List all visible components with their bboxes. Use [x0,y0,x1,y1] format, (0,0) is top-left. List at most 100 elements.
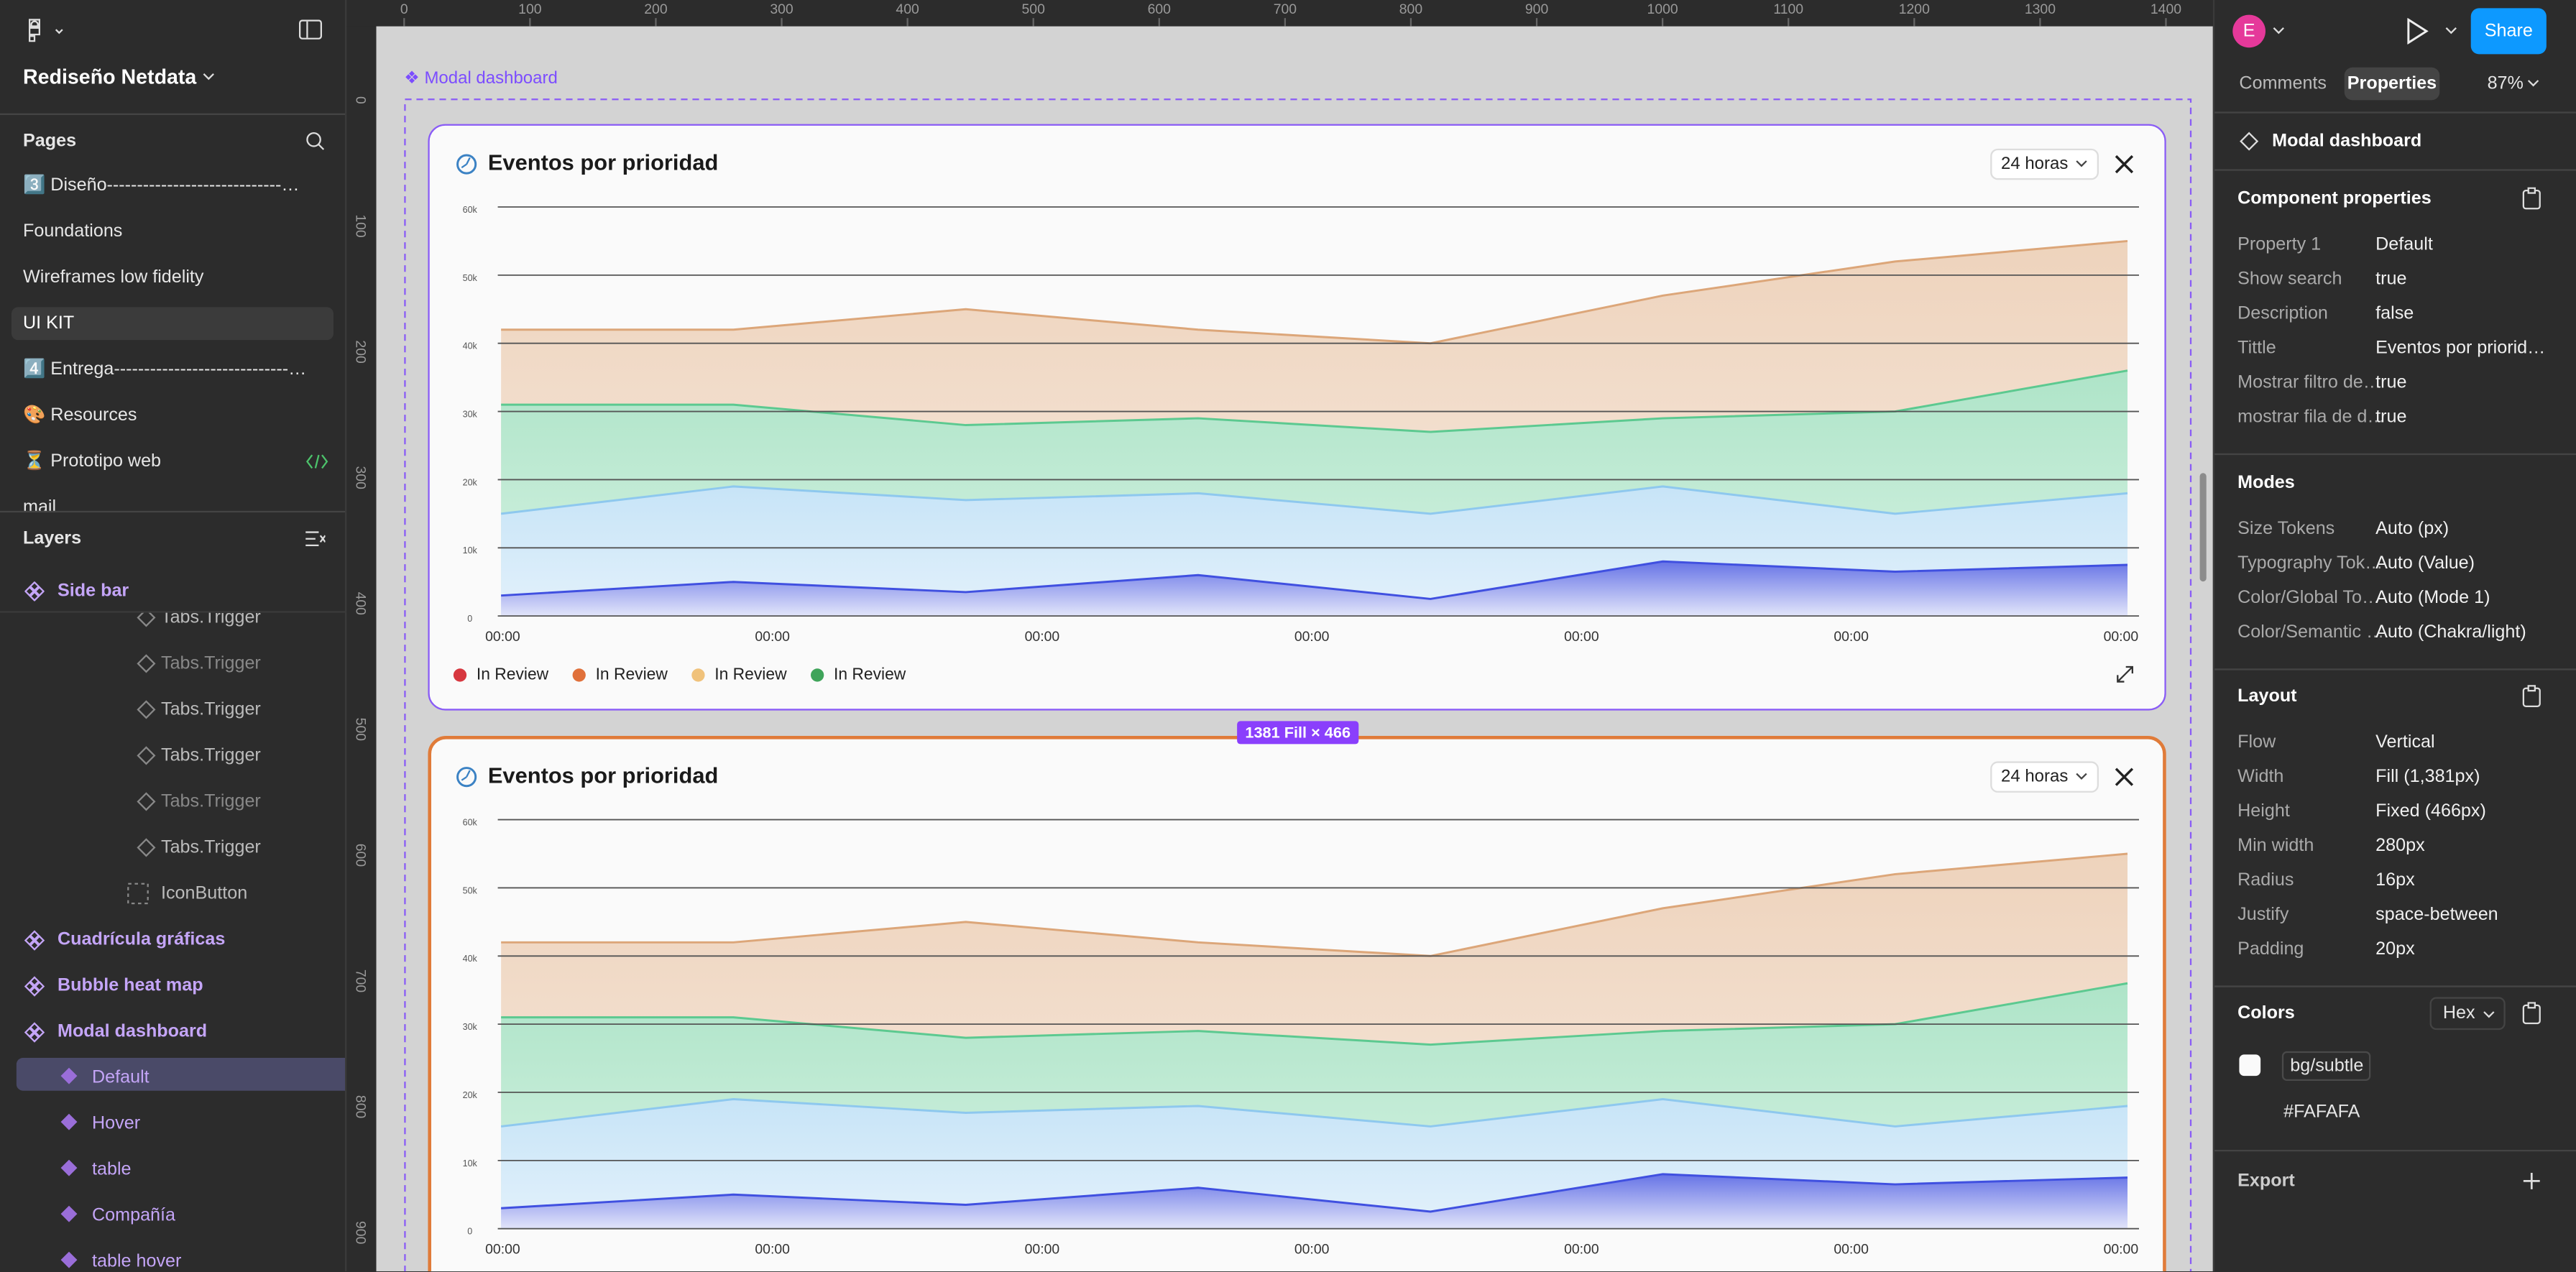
scrollbar[interactable] [2199,473,2207,582]
y-tick-label: 50k [463,885,478,895]
section-title: Export [2237,1171,2295,1192]
layer-item[interactable]: Tabs.Trigger [160,745,261,766]
divider [2214,668,2576,670]
layer-item[interactable]: Hover [91,1113,141,1134]
page-item[interactable]: Foundations [22,221,123,241]
ruler-label: 500 [1022,1,1046,17]
property-label: Height [2237,801,2290,821]
page-item[interactable]: 🎨 Resources [22,405,137,425]
layer-item[interactable]: Compañía [91,1205,176,1226]
toggle-sidebar[interactable] [299,19,322,40]
zoom-menu[interactable] [2526,79,2539,89]
range-select [1990,148,2099,180]
layer-item[interactable]: Bubble heat map [57,975,203,996]
share-button[interactable] [2470,8,2547,55]
tab-active-bg [2344,67,2440,101]
x-tick-label: 00:00 [1025,629,1060,645]
property-value: Default [2375,234,2433,255]
zoom[interactable]: 87% [2487,73,2524,94]
file-menu[interactable] [202,73,215,83]
legend-label: In Review [596,664,668,683]
y-tick-label: 20k [463,1090,478,1100]
ruler-label: 800 [352,1095,368,1119]
property-value: true [2375,269,2407,290]
file-name[interactable]: Rediseño Netdata [22,65,197,89]
ruler-label: 200 [352,340,368,364]
color-swatch[interactable] [2239,1054,2261,1077]
area [501,561,2128,617]
card-title: Eventos por prioridad [488,150,718,175]
page-item[interactable]: UI KIT [22,313,75,333]
page-item[interactable]: Wireframes low fidelity [22,267,204,287]
section-icon[interactable] [2522,187,2542,211]
ruler-label: 200 [644,1,668,17]
page-item[interactable]: mail [22,497,57,511]
legend-label: In Review [714,664,787,683]
add-export[interactable] [2522,1171,2542,1191]
ruler-label: 600 [352,844,368,867]
layer-item[interactable]: Cuadrícula gráficas [57,929,226,950]
x-tick-label: 00:00 [1294,1242,1330,1258]
divider [2214,985,2576,987]
page-item[interactable]: ⏳ Prototipo web [22,451,162,471]
left-ruler [346,26,377,1272]
layer-item[interactable]: table [91,1159,132,1180]
divider [2214,169,2576,171]
property-value: Vertical [2375,732,2435,752]
page-item[interactable]: 4️⃣ Entrega-----------------------------… [22,359,307,379]
layer-icons [24,612,156,1268]
layer-item[interactable]: table hover [91,1251,182,1272]
x-tick-label: 00:00 [1294,629,1330,645]
property-label: Justify [2237,905,2289,925]
section-title: Layout [2237,686,2297,706]
size-badge-label: 1381 Fill × 466 [1245,723,1351,741]
layer-item[interactable]: Tabs.Trigger [160,611,261,628]
x-tick-label: 00:00 [1564,629,1599,645]
color-format: Hex [2442,1003,2475,1023]
ruler-label: 1300 [2025,1,2056,17]
figma-menu[interactable] [23,18,65,45]
card-icon-inner [461,157,471,169]
y-tick-label: 30k [463,1022,478,1032]
property-label: Width [2237,767,2284,787]
ruler-label: 1000 [1647,1,1678,17]
layers-menu[interactable] [305,530,326,547]
card-icon-inner [461,770,471,781]
layer-item[interactable]: Tabs.Trigger [160,653,261,674]
range-arrow [2076,160,2087,167]
layer-item[interactable]: Tabs.Trigger [160,837,261,858]
page-item[interactable]: 3️⃣ Diseño-----------------------------… [22,175,300,195]
page-item-clip: mail [0,494,345,511]
close-button[interactable] [2115,155,2134,174]
present[interactable] [2405,18,2457,45]
y-tick-label: 40k [463,341,478,351]
layer-item[interactable]: Modal dashboard [57,1021,208,1042]
avatar-menu[interactable] [2272,27,2285,37]
frame-outline [404,98,2192,1272]
search-pages[interactable] [305,132,325,151]
token-chip[interactable] [2281,1051,2371,1081]
layer-item[interactable]: IconButton [160,883,248,904]
tab[interactable]: Comments [2239,73,2327,94]
ruler-label: 300 [770,1,794,17]
ruler-label: 0 [400,1,408,17]
property-label: Min width [2237,836,2314,856]
color-format-select[interactable] [2429,997,2506,1031]
selection-name: Modal dashboard [2272,131,2422,152]
avatar[interactable] [2232,14,2266,48]
expand-icon[interactable] [2117,665,2133,683]
section-icon[interactable] [2522,685,2542,708]
tab[interactable]: Properties [2347,73,2437,94]
property-label: Padding [2237,939,2304,959]
detach-icon[interactable] [2522,1002,2542,1025]
ruler-label: 400 [352,592,368,616]
layer-item[interactable]: Side bar [57,581,129,602]
x-tick-label: 00:00 [485,629,520,645]
legend-label: In Review [834,664,906,683]
y-tick-label: 10k [463,545,478,556]
layer-item[interactable]: Tabs.Trigger [160,791,261,812]
frame-label[interactable]: ❖ Modal dashboard [404,68,558,88]
close-button[interactable] [2115,768,2134,786]
layer-item[interactable]: Default [91,1067,150,1088]
layer-item[interactable]: Tabs.Trigger [160,699,261,720]
